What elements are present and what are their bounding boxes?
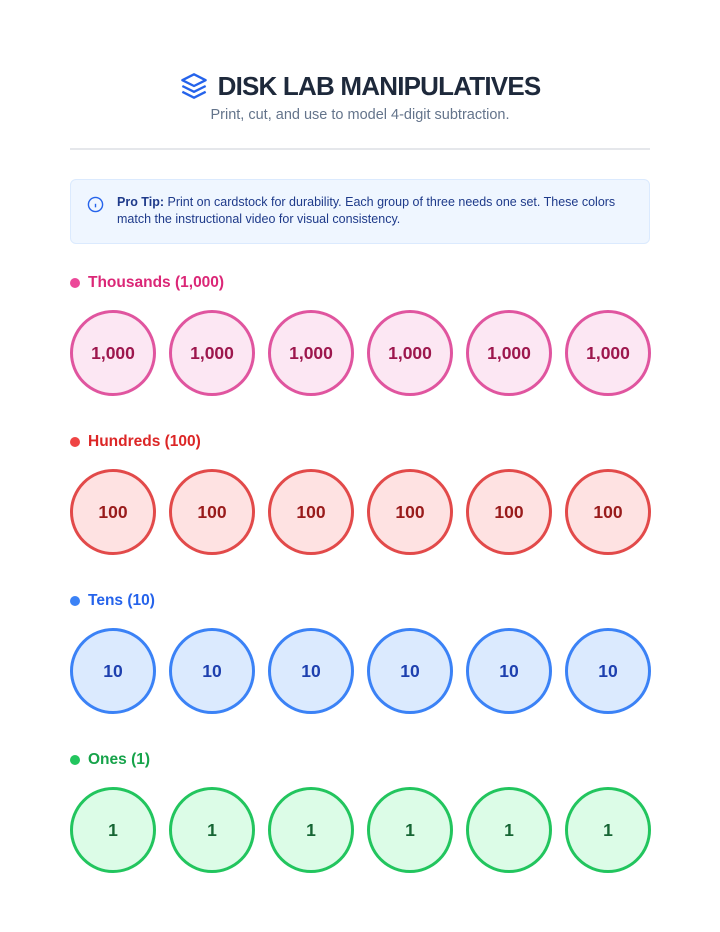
disk: 10: [70, 628, 156, 714]
disk: 10: [466, 628, 552, 714]
disk: 1,000: [70, 310, 156, 396]
tip-label: Pro Tip:: [117, 195, 164, 209]
disk: 100: [169, 469, 255, 555]
disk: 100: [70, 469, 156, 555]
divider: [70, 148, 650, 150]
disk: 1,000: [466, 310, 552, 396]
disk: 1: [466, 787, 552, 873]
tip-box: Pro Tip: Print on cardstock for durabili…: [70, 179, 650, 244]
disk: 10: [367, 628, 453, 714]
tip-text: Pro Tip: Print on cardstock for durabili…: [117, 194, 627, 228]
section-dot: [70, 278, 80, 288]
disk: 10: [268, 628, 354, 714]
section-label: Ones (1): [70, 750, 150, 770]
disk: 1: [367, 787, 453, 873]
section-title: Ones (1): [88, 751, 151, 768]
disk: 1,000: [169, 310, 255, 396]
disk: 10: [565, 628, 651, 714]
section-label: Thousands (1,000): [70, 273, 224, 293]
tip-body: Print on cardstock for durability. Each …: [117, 195, 616, 226]
disk: 1,000: [565, 310, 651, 396]
subtitle: Print, cut, and use to model 4-digit sub…: [210, 107, 510, 123]
header: DISK LAB MANIPULATIVES: [0, 68, 720, 104]
disk: 1,000: [268, 310, 354, 396]
section-dot: [70, 755, 80, 765]
info-icon: [87, 196, 104, 213]
section-title: Thousands (1,000): [88, 274, 225, 291]
section-dot: [70, 596, 80, 606]
disk: 1: [565, 787, 651, 873]
section-title: Tens (10): [88, 592, 155, 609]
disk: 1: [268, 787, 354, 873]
disk: 100: [268, 469, 354, 555]
disk: 1: [70, 787, 156, 873]
disk: 1,000: [367, 310, 453, 396]
disk: 100: [466, 469, 552, 555]
section-label: Hundreds (100): [70, 432, 201, 452]
disk: 10: [169, 628, 255, 714]
section-title: Hundreds (100): [88, 433, 201, 450]
section-label: Tens (10): [70, 591, 155, 611]
disk: 100: [565, 469, 651, 555]
disk: 1: [169, 787, 255, 873]
title: DISK LAB MANIPULATIVES: [217, 70, 542, 101]
disk: 100: [367, 469, 453, 555]
layers-icon: [180, 73, 207, 99]
section-dot: [70, 437, 80, 447]
